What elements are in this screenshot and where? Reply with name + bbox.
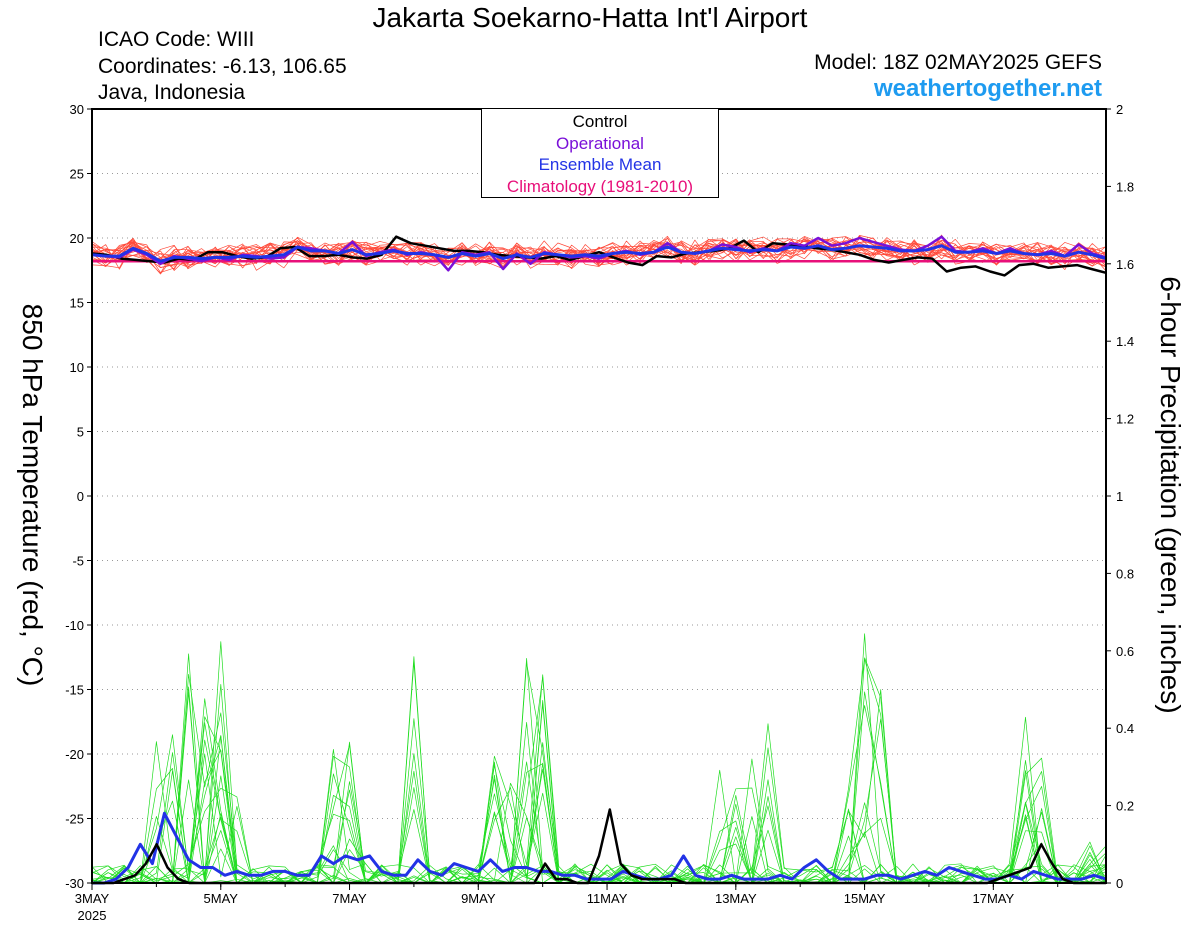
y-tick-label-right: 0.6 — [1116, 644, 1134, 659]
y-tick-label-right: 1.4 — [1116, 334, 1134, 349]
control-precip-line — [92, 808, 1106, 885]
y-tick-label-left: -15 — [65, 683, 84, 698]
region: Java, Indonesia — [98, 81, 246, 104]
x-tick-label: 15MAY — [844, 891, 886, 906]
x-tick-label: 13MAY — [715, 891, 757, 906]
legend-control: Control — [572, 112, 628, 131]
y-tick-label-left: 25 — [70, 167, 84, 182]
y-tick-label-left: 20 — [70, 231, 84, 246]
icao-code: ICAO Code: WIII — [98, 28, 255, 51]
precip-member-line — [92, 739, 1107, 884]
y-tick-label-left: 5 — [77, 425, 84, 440]
y-tick-label-left: -30 — [65, 876, 84, 891]
precip-member-line — [92, 661, 1107, 884]
legend: Control Operational Ensemble Mean Climat… — [481, 108, 719, 198]
precip-member-line — [92, 753, 1107, 884]
precip-member-line — [91, 653, 1107, 884]
x-tick-label: 9MAY — [461, 891, 496, 906]
precip-member-line — [92, 755, 1107, 884]
model-run: Model: 18Z 02MAY2025 GEFS — [814, 51, 1102, 74]
series-lines — [91, 235, 1107, 885]
legend-climatology: Climatology (1981-2010) — [506, 176, 694, 196]
y-tick-label-right: 2 — [1116, 102, 1123, 117]
y-tick-label-left: 15 — [70, 296, 84, 311]
precip-member-line — [91, 658, 1107, 884]
precip-member-line — [91, 662, 1107, 884]
axes: 302520151050-5-10-15-20-25-3021.81.61.41… — [65, 102, 1134, 923]
precip-member-line — [91, 763, 1107, 884]
y-tick-label-left: -25 — [65, 812, 84, 827]
y-tick-label-right: 0.2 — [1116, 799, 1134, 814]
plot-frame — [91, 108, 1107, 884]
y-tick-label-left: 30 — [70, 102, 84, 117]
temp-member-line — [91, 242, 1107, 272]
legend-ensemble-mean: Ensemble Mean — [538, 155, 662, 174]
x-tick-label: 11MAY — [587, 891, 628, 906]
ensemble-mean-precip-line — [92, 811, 1107, 885]
y-tick-label-right: 1.2 — [1116, 412, 1134, 427]
grid-lines — [92, 173, 1106, 819]
coordinates: Coordinates: -6.13, 106.65 — [98, 55, 347, 78]
precip-member-line — [91, 641, 1107, 884]
page-title: Jakarta Soekarno-Hatta Int'l Airport — [372, 2, 808, 33]
y-tick-label-left: -10 — [65, 618, 84, 633]
temp-member-line — [91, 239, 1107, 271]
y-tick-label-right: 0.4 — [1116, 721, 1134, 736]
precip-ensemble-members — [91, 633, 1107, 884]
y-tick-label-right: 0 — [1116, 876, 1123, 891]
temp-member-line — [91, 237, 1107, 274]
x-tick-label: 3MAY — [75, 891, 110, 906]
precip-member-line — [92, 633, 1107, 884]
x-tick-label: 7MAY — [332, 891, 367, 906]
ensemble-mean-temp-line — [91, 244, 1107, 263]
precip-member-line — [91, 657, 1107, 884]
precip-member-line — [91, 735, 1107, 884]
y-tick-label-right: 1 — [1116, 489, 1123, 504]
y-tick-label-left: -20 — [65, 747, 84, 762]
x-tick-year: 2025 — [78, 908, 107, 923]
y-tick-label-left: -5 — [72, 554, 84, 569]
y-tick-label-right: 0.8 — [1116, 566, 1134, 581]
y-tick-label-right: 1.8 — [1116, 179, 1134, 194]
y-tick-label-left: 0 — [77, 489, 84, 504]
site-link[interactable]: weathertogether.net — [873, 75, 1102, 102]
legend-operational: Operational — [556, 133, 644, 153]
x-tick-label: 17MAY — [972, 891, 1014, 906]
y-tick-label-right: 1.6 — [1116, 257, 1134, 272]
y-tick-label-left: 10 — [70, 360, 84, 375]
x-tick-label: 5MAY — [204, 891, 239, 906]
